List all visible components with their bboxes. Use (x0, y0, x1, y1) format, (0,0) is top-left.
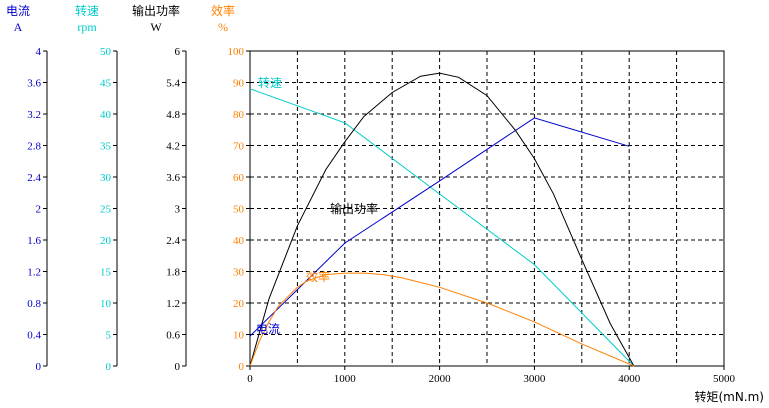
x-tick-label: 5000 (713, 373, 736, 385)
series-label-efficiency: 效率 (306, 269, 330, 284)
current-tick-label: 0.8 (27, 298, 41, 310)
power-tick-label: 3 (175, 204, 181, 216)
series-label-current: 电流 (256, 322, 280, 336)
x-tick-label: 1000 (334, 373, 357, 385)
speed-tick-label: 0 (106, 361, 112, 373)
current-tick-label: 0.4 (27, 330, 41, 342)
power-tick-label: 0 (175, 361, 181, 373)
speed-axis-title: 转速 (75, 3, 99, 18)
series-line-speed (249, 88, 635, 367)
efficiency-tick-label: 10 (233, 330, 245, 342)
efficiency-tick-label: 0 (239, 361, 245, 373)
speed-tick-label: 40 (100, 109, 112, 121)
current-tick-label: 2 (36, 204, 42, 216)
efficiency-tick-label: 70 (233, 141, 245, 153)
efficiency-tick-label: 60 (233, 172, 245, 184)
efficiency-tick-label: 40 (233, 235, 245, 247)
efficiency-axis-title: 效率 (211, 3, 235, 18)
speed-tick-label: 35 (100, 141, 112, 153)
x-tick-label: 4000 (618, 373, 641, 385)
power-tick-label: 5.4 (166, 78, 180, 90)
x-axis-label: 转矩(mN.m) (694, 389, 764, 404)
speed-tick-label: 20 (100, 235, 112, 247)
current-tick-label: 1.2 (27, 267, 41, 279)
series-line-power (249, 72, 635, 367)
current-tick-label: 0 (36, 361, 42, 373)
speed-tick-label: 15 (100, 267, 112, 279)
power-axis-title: 输出功率 (132, 3, 180, 18)
efficiency-tick-label: 80 (233, 109, 245, 121)
power-tick-label: 2.4 (166, 235, 180, 247)
current-tick-label: 2.4 (27, 172, 41, 184)
efficiency-tick-label: 50 (233, 204, 245, 216)
speed-tick-label: 5 (106, 330, 112, 342)
power-tick-label: 6 (175, 46, 181, 58)
series-line-efficiency (249, 272, 635, 367)
power-tick-label: 1.2 (166, 298, 180, 310)
current-axis-title: 电流 (6, 4, 30, 18)
efficiency-axis-unit: % (218, 20, 228, 34)
grid (249, 50, 725, 367)
current-tick-label: 3.2 (27, 109, 41, 121)
power-tick-label: 3.6 (166, 172, 180, 184)
speed-tick-label: 45 (100, 78, 112, 90)
current-tick-label: 2.8 (27, 141, 41, 153)
speed-tick-label: 30 (100, 172, 112, 184)
left-axes: 0 0.4 0.8 1.2 1.6 2 2.4 2.8 3.2 3.6 4 电流 A 0 5 10 15 20 25… (6, 3, 736, 385)
efficiency-tick-label: 100 (228, 46, 245, 58)
efficiency-tick-label: 20 (233, 298, 245, 310)
current-tick-label: 1.6 (27, 235, 41, 247)
series-line-current (249, 117, 630, 337)
series-label-power: 输出功率 (330, 201, 378, 216)
power-tick-label: 4.8 (166, 109, 180, 121)
current-axis-unit: A (14, 20, 23, 34)
power-tick-label: 0.6 (166, 330, 180, 342)
current-tick-label: 4 (36, 46, 42, 58)
speed-tick-label: 25 (100, 204, 112, 216)
current-tick-label: 3.6 (27, 78, 41, 90)
x-tick-label: 2000 (429, 373, 452, 385)
power-axis-unit: W (150, 20, 162, 34)
power-tick-label: 1.8 (166, 267, 180, 279)
efficiency-tick-label: 90 (233, 78, 245, 90)
series-label-speed: 转速 (258, 75, 282, 90)
series-lines (249, 72, 635, 367)
efficiency-tick-label: 30 (233, 267, 245, 279)
x-tick-label: 3000 (523, 373, 546, 385)
speed-tick-label: 50 (100, 46, 112, 58)
x-tick-label: 0 (247, 373, 253, 385)
speed-axis-unit: rpm (77, 20, 97, 34)
speed-tick-label: 10 (100, 298, 112, 310)
power-tick-label: 4.2 (166, 141, 180, 153)
